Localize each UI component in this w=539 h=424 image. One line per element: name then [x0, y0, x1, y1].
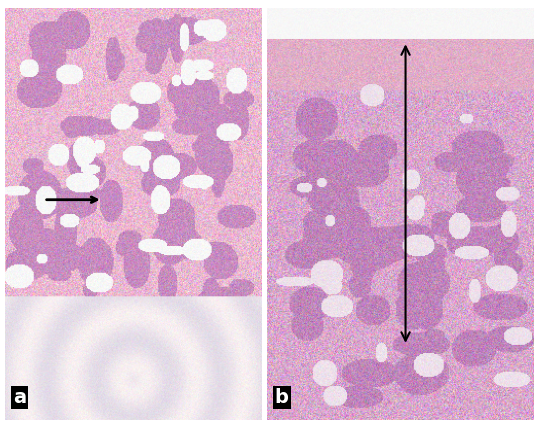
- Text: b: b: [275, 388, 289, 407]
- Text: a: a: [13, 388, 26, 407]
